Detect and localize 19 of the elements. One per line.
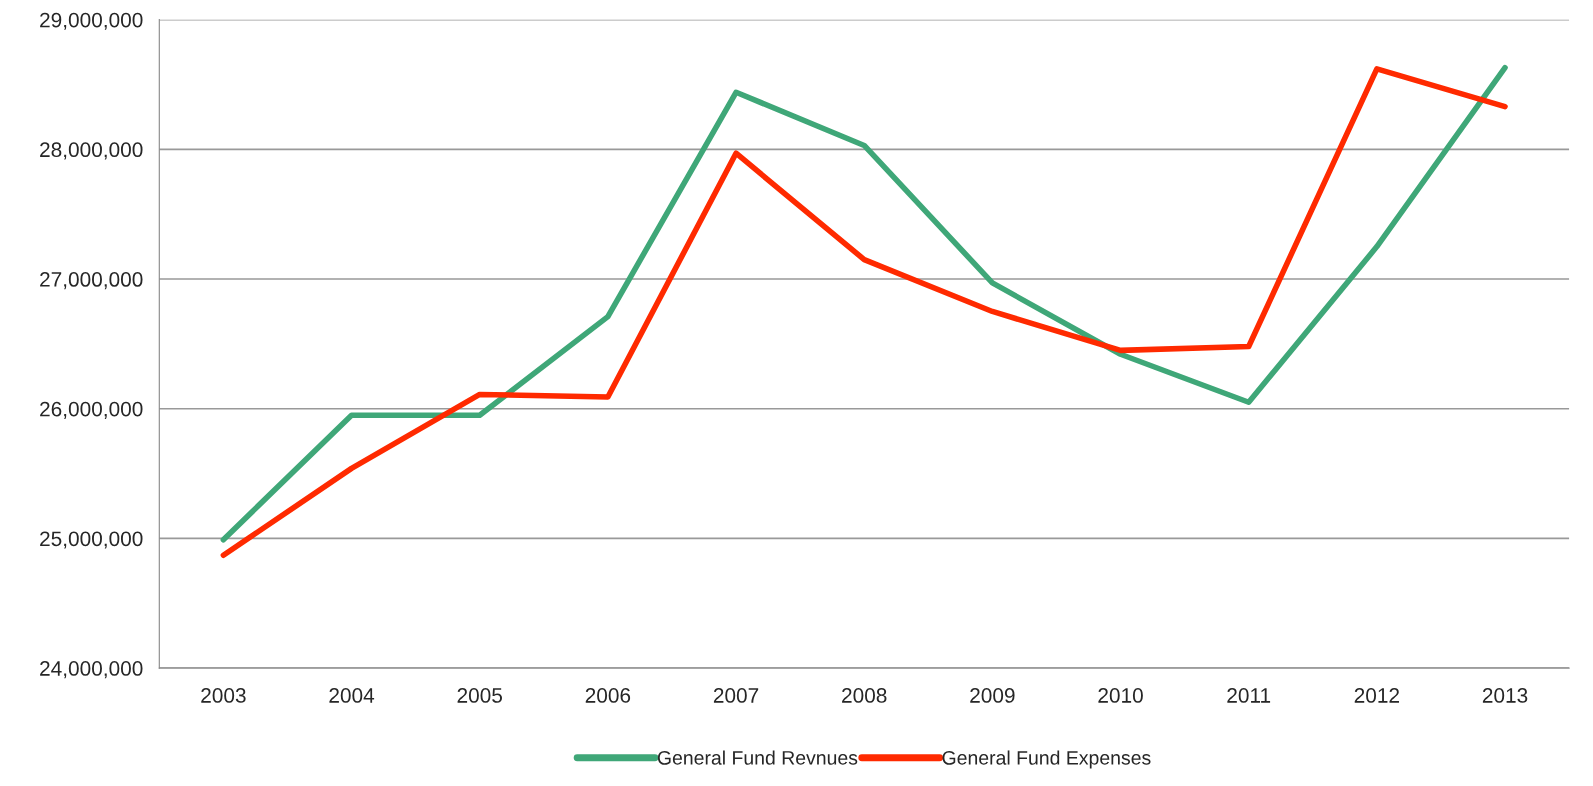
x-tick-label: 2003	[201, 688, 246, 703]
y-tick-label: 28,000,000	[40, 142, 143, 160]
y-tick-label: 25,000,000	[40, 531, 143, 549]
x-tick-label: 2011	[1227, 688, 1271, 703]
y-tick-label: 27,000,000	[40, 272, 143, 290]
x-tick-label: 2008	[842, 688, 887, 703]
x-tick-label: 2009	[970, 688, 1015, 703]
x-tick-label: 2005	[457, 688, 503, 703]
x-tick-label: 2007	[713, 688, 759, 703]
x-tick-label: 2004	[329, 688, 375, 703]
y-tick-label: 26,000,000	[40, 401, 143, 419]
x-tick-label: 2012	[1354, 688, 1399, 703]
y-tick-label: 29,000,000	[40, 12, 143, 30]
x-tick-label: 2010	[1098, 688, 1143, 703]
y-tick-label: 24,000,000	[40, 661, 143, 679]
x-tick-label: 2006	[585, 688, 631, 703]
legend-label: General Fund Revnues	[657, 750, 858, 765]
legend-label: General Fund Expenses	[942, 750, 1151, 769]
x-tick-label: 2013	[1482, 688, 1528, 703]
